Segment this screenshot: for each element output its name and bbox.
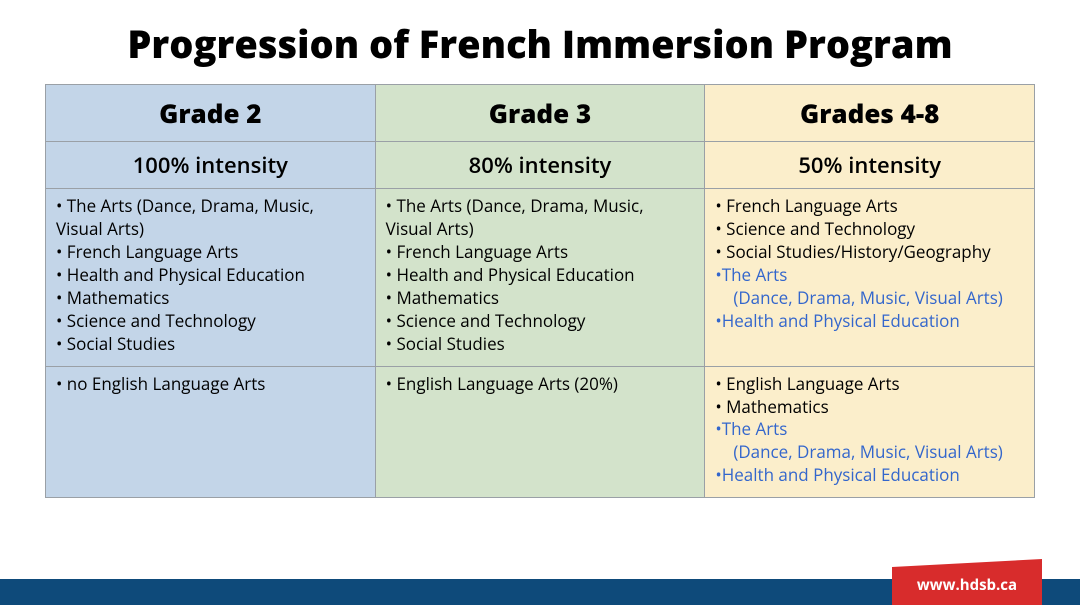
subjects-row: • The Arts (Dance, Drama, Music, Visual … [46,189,1035,367]
list-item: •The Arts [715,418,1024,441]
subjects-cell: • The Arts (Dance, Drama, Music, Visual … [46,189,376,367]
list-item: • French Language Arts [56,241,365,264]
list-item: • Social Studies [56,333,365,356]
intensity-cell: 80% intensity [375,142,705,189]
intensity-cell: 50% intensity [705,142,1035,189]
list-item: • English Language Arts (20%) [386,373,695,396]
list-item: • The Arts (Dance, Drama, Music, Visual … [386,195,695,241]
page-title: Progression of French Immersion Program [0,0,1080,84]
progression-table: Grade 2 Grade 3 Grades 4-8 100% intensit… [45,84,1035,498]
list-item: • Science and Technology [56,310,365,333]
footer-flag: www.hdsb.ca [892,559,1042,605]
intensity-cell: 100% intensity [46,142,376,189]
col-header: Grade 3 [375,85,705,142]
list-item: • French Language Arts [386,241,695,264]
list-item: • Mathematics [715,396,1024,419]
footer-url: www.hdsb.ca [892,575,1042,595]
list-item: • no English Language Arts [56,373,365,396]
english-cell: • English Language Arts • Mathematics •T… [705,366,1035,498]
list-item: • Mathematics [386,287,695,310]
list-item: • Health and Physical Education [386,264,695,287]
english-cell: • no English Language Arts [46,366,376,498]
subjects-cell: • The Arts (Dance, Drama, Music, Visual … [375,189,705,367]
list-item: • Science and Technology [715,218,1024,241]
list-item: • Health and Physical Education [56,264,365,287]
list-item: •Health and Physical Education [715,464,1024,487]
list-item: • English Language Arts [715,373,1024,396]
col-header: Grades 4-8 [705,85,1035,142]
list-item: • French Language Arts [715,195,1024,218]
list-item: (Dance, Drama, Music, Visual Arts) [715,441,1024,464]
list-item: • Social Studies [386,333,695,356]
list-item: •Health and Physical Education [715,310,1024,333]
list-item: (Dance, Drama, Music, Visual Arts) [715,287,1024,310]
english-row: • no English Language Arts • English Lan… [46,366,1035,498]
list-item: • Social Studies/History/Geography [715,241,1024,264]
col-header: Grade 2 [46,85,376,142]
english-cell: • English Language Arts (20%) [375,366,705,498]
list-item: •The Arts [715,264,1024,287]
list-item: • The Arts (Dance, Drama, Music, Visual … [56,195,365,241]
list-item: • Mathematics [56,287,365,310]
header-row: Grade 2 Grade 3 Grades 4-8 [46,85,1035,142]
intensity-row: 100% intensity 80% intensity 50% intensi… [46,142,1035,189]
list-item: • Science and Technology [386,310,695,333]
subjects-cell: • French Language Arts• Science and Tech… [705,189,1035,367]
